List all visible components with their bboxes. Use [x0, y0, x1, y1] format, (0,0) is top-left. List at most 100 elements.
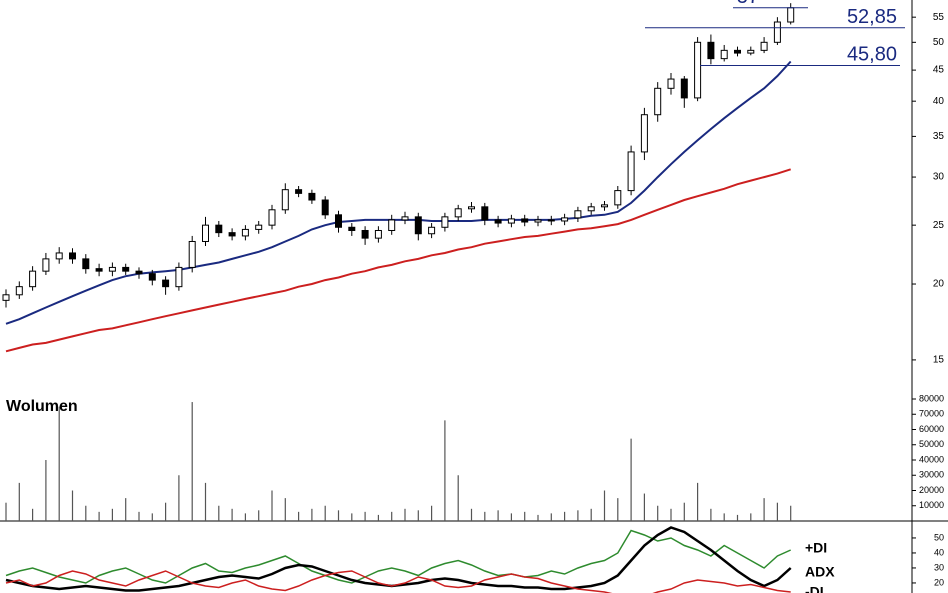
candle-body [388, 219, 396, 231]
volume-bar [165, 502, 167, 521]
y-tick-label: 40000 [919, 454, 944, 464]
candle-body [640, 114, 648, 153]
indicator-line [5, 529, 792, 584]
volume-bar [377, 514, 379, 521]
candle-body [321, 199, 329, 216]
volume-bar [697, 482, 699, 521]
candle-body [547, 219, 555, 222]
candle-body [281, 189, 289, 211]
candle-body [773, 21, 781, 43]
volume-bar [457, 475, 459, 521]
candle-body [15, 286, 23, 296]
volume-bar [564, 511, 566, 521]
volume-bar [590, 508, 592, 521]
volume-bar [670, 508, 672, 521]
y-tick-label: 40 [934, 547, 944, 557]
volume-bar [790, 505, 792, 521]
volume-bar [204, 482, 207, 521]
volume-bar [125, 498, 127, 521]
candle-body [468, 206, 475, 210]
candle-body [295, 189, 303, 194]
candle-body [787, 7, 795, 23]
candle-body [108, 266, 116, 272]
volume-bar [391, 511, 393, 521]
level-label: 52,85 [847, 6, 897, 28]
y-tick-label: 20 [934, 577, 944, 587]
volume-bar [18, 482, 20, 521]
candle-body [507, 218, 515, 224]
candle-body [2, 294, 10, 301]
y-tick-label: 60000 [919, 424, 944, 434]
candle-body [308, 192, 316, 201]
y-tick-label: 30000 [919, 470, 944, 480]
candle-body [601, 204, 608, 208]
candle-body [734, 49, 741, 54]
candle-body [680, 78, 688, 99]
candle-body [162, 279, 170, 288]
volume-bar [617, 498, 619, 521]
y-tick-label: 30 [934, 562, 944, 572]
moving-average [5, 168, 792, 353]
candle-body [135, 270, 143, 275]
volume-bar [643, 493, 645, 521]
volume-bar [550, 513, 552, 521]
candle-body [268, 209, 276, 226]
candle-body [481, 206, 489, 221]
volume-bar [723, 513, 725, 521]
candle-body [374, 229, 382, 239]
candle-body [55, 252, 63, 260]
candle-body [574, 210, 582, 219]
candle-body [694, 41, 702, 99]
candle-body [414, 216, 422, 235]
candle-body [494, 219, 502, 224]
volume-bar [218, 505, 220, 521]
candle-body [441, 216, 449, 228]
volume-bar [750, 513, 752, 521]
candle-body [95, 268, 103, 272]
volume-bar [763, 498, 765, 521]
y-tick-label: 55 [933, 12, 945, 23]
candle-body [521, 218, 529, 223]
volume-bar [298, 511, 300, 521]
volume-bar [417, 510, 419, 521]
candle-body [587, 206, 595, 212]
candle-body [202, 224, 209, 242]
adx-pane [5, 526, 792, 593]
candle-body [614, 190, 622, 206]
series-label: -DI [805, 584, 824, 593]
candle-body [454, 208, 462, 218]
volume-bar [351, 513, 353, 521]
volume-bar [311, 508, 313, 521]
volume-bar [510, 513, 512, 521]
volume-bar [271, 490, 273, 521]
candle-body [667, 78, 675, 89]
volume-bar [497, 510, 499, 521]
volume-bar [603, 490, 606, 521]
candle-body [255, 224, 263, 230]
candle-body [361, 229, 369, 239]
level-label: 57 [737, 0, 759, 8]
y-tick-label: 45 [933, 65, 945, 76]
volume-bar [630, 438, 632, 521]
volume-bar [5, 502, 7, 521]
y-tick-label: 80000 [919, 393, 944, 403]
candle-body [148, 273, 156, 281]
volume-bar [98, 511, 100, 521]
y-tick-label: 10000 [919, 500, 944, 510]
volume-bar [178, 475, 180, 521]
volume-bar [470, 508, 473, 521]
candle-body [29, 270, 37, 288]
candle-body [335, 214, 342, 228]
volume-bar [484, 511, 486, 521]
volume-bar [404, 508, 406, 521]
candle-body [42, 258, 50, 272]
candle-body [188, 240, 196, 268]
candle-body [228, 232, 236, 237]
candle-body [69, 252, 76, 260]
price-pane [2, 3, 795, 353]
volume-bar [324, 505, 326, 521]
y-tick-label: 20 [933, 279, 945, 290]
candle-body [707, 41, 715, 60]
